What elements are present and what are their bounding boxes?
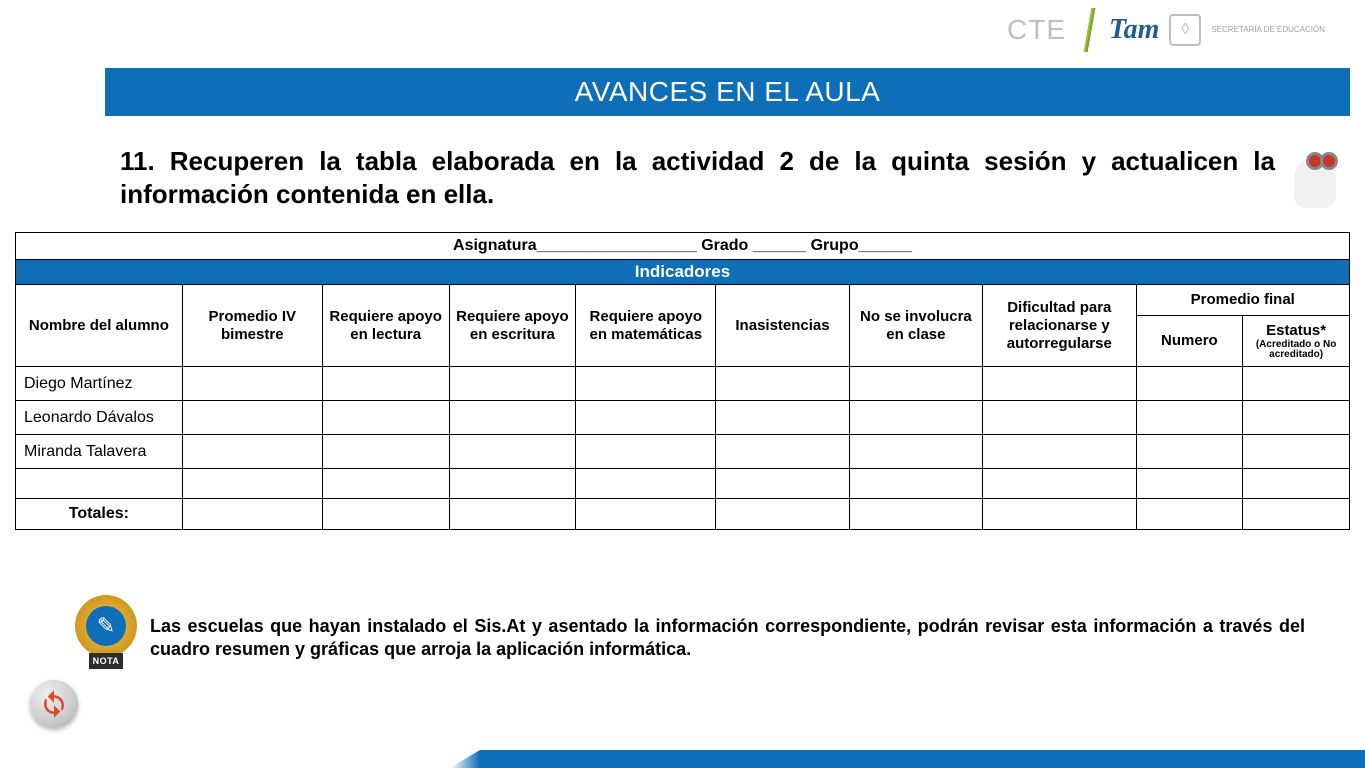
cell[interactable] xyxy=(449,469,576,499)
cell[interactable] xyxy=(449,435,576,469)
cell[interactable] xyxy=(576,367,716,401)
header-bar: CTE Tam ◊ SECRETARÍA DE EDUCACIÓN xyxy=(0,0,1365,60)
cell[interactable] xyxy=(182,435,322,469)
form-header-row: Asignatura__________________ Grado _____… xyxy=(16,233,1350,260)
reload-button[interactable] xyxy=(30,680,78,728)
cell[interactable] xyxy=(983,469,1136,499)
form-header-cell: Asignatura__________________ Grado _____… xyxy=(16,233,1350,260)
accent-slash-icon xyxy=(1081,8,1099,52)
estatus-note: (Acreditado o No acreditado) xyxy=(1247,340,1345,360)
col-numero: Numero xyxy=(1136,316,1243,367)
cell[interactable] xyxy=(1136,367,1243,401)
pencil-icon: ✎ xyxy=(86,606,126,646)
cell[interactable] xyxy=(1136,469,1243,499)
cell[interactable] xyxy=(983,367,1136,401)
table-row: Leonardo Dávalos xyxy=(16,401,1350,435)
cell[interactable] xyxy=(576,499,716,530)
cell[interactable] xyxy=(849,367,982,401)
col-inasistencias: Inasistencias xyxy=(716,285,849,367)
tamaulipas-logo: Tam xyxy=(1109,14,1159,46)
cell[interactable] xyxy=(983,499,1136,530)
col-estatus: Estatus* (Acreditado o No acreditado) xyxy=(1243,316,1350,367)
cell[interactable] xyxy=(449,499,576,530)
cell[interactable] xyxy=(1136,435,1243,469)
education-shield-icon: ◊ xyxy=(1169,14,1201,46)
indicadores-label: Indicadores xyxy=(16,260,1350,285)
cell[interactable] xyxy=(716,367,849,401)
banner-title: AVANCES EN EL AULA xyxy=(575,76,881,108)
instruction-text: 11. Recuperen la tabla elaborada en la a… xyxy=(120,145,1275,210)
totals-label: Totales: xyxy=(16,499,183,530)
student-name: Diego Martínez xyxy=(16,367,183,401)
table-row-empty xyxy=(16,469,1350,499)
indicadores-row: Indicadores xyxy=(16,260,1350,285)
cell[interactable] xyxy=(716,469,849,499)
student-name: Leonardo Dávalos xyxy=(16,401,183,435)
cell[interactable] xyxy=(1136,401,1243,435)
reload-icon xyxy=(39,689,69,719)
table-row: Diego Martínez xyxy=(16,367,1350,401)
col-involucra: No se involucra en clase xyxy=(849,285,982,367)
cell[interactable] xyxy=(16,469,183,499)
footer-note: Las escuelas que hayan instalado el Sis.… xyxy=(150,615,1305,662)
student-name: Miranda Talavera xyxy=(16,435,183,469)
cell[interactable] xyxy=(182,367,322,401)
title-banner: AVANCES EN EL AULA xyxy=(105,68,1350,116)
cell[interactable] xyxy=(1243,469,1350,499)
table-row: Miranda Talavera xyxy=(16,435,1350,469)
cell[interactable] xyxy=(576,401,716,435)
binoculars-figure-icon xyxy=(1282,148,1347,213)
cell[interactable] xyxy=(322,367,449,401)
cell[interactable] xyxy=(182,499,322,530)
indicators-table: Asignatura__________________ Grado _____… xyxy=(15,232,1350,530)
cell[interactable] xyxy=(322,435,449,469)
col-matematicas: Requiere apoyo en matemáticas xyxy=(576,285,716,367)
cell[interactable] xyxy=(849,435,982,469)
cell[interactable] xyxy=(182,401,322,435)
estatus-label: Estatus* xyxy=(1266,322,1326,339)
cell[interactable] xyxy=(182,469,322,499)
cell[interactable] xyxy=(849,401,982,435)
cte-label: CTE xyxy=(1007,14,1066,46)
col-dificultad: Dificultad para relacionarse y autorregu… xyxy=(983,285,1136,367)
cell[interactable] xyxy=(849,469,982,499)
col-promedio: Promedio IV bimestre xyxy=(182,285,322,367)
cell[interactable] xyxy=(322,469,449,499)
cell[interactable] xyxy=(322,499,449,530)
cell[interactable] xyxy=(322,401,449,435)
col-promedio-final: Promedio final xyxy=(1136,285,1350,316)
cell[interactable] xyxy=(716,435,849,469)
cell[interactable] xyxy=(983,401,1136,435)
cell[interactable] xyxy=(576,435,716,469)
cell[interactable] xyxy=(716,499,849,530)
table-header-row: Nombre del alumno Promedio IV bimestre R… xyxy=(16,285,1350,316)
cell[interactable] xyxy=(1243,401,1350,435)
cell[interactable] xyxy=(1243,499,1350,530)
cell[interactable] xyxy=(1243,435,1350,469)
secretariat-label: SECRETARÍA DE EDUCACIÓN xyxy=(1211,26,1325,34)
cell[interactable] xyxy=(1136,499,1243,530)
cell[interactable] xyxy=(716,401,849,435)
table-totals-row: Totales: xyxy=(16,499,1350,530)
cell[interactable] xyxy=(849,499,982,530)
cell[interactable] xyxy=(576,469,716,499)
col-lectura: Requiere apoyo en lectura xyxy=(322,285,449,367)
col-escritura: Requiere apoyo en escritura xyxy=(449,285,576,367)
cell[interactable] xyxy=(983,435,1136,469)
footer-stripe xyxy=(450,750,1365,768)
cell[interactable] xyxy=(1243,367,1350,401)
cell[interactable] xyxy=(449,401,576,435)
col-nombre: Nombre del alumno xyxy=(16,285,183,367)
cell[interactable] xyxy=(449,367,576,401)
nota-ribbon-label: NOTA xyxy=(89,653,123,669)
nota-badge: ✎ NOTA xyxy=(75,595,137,657)
